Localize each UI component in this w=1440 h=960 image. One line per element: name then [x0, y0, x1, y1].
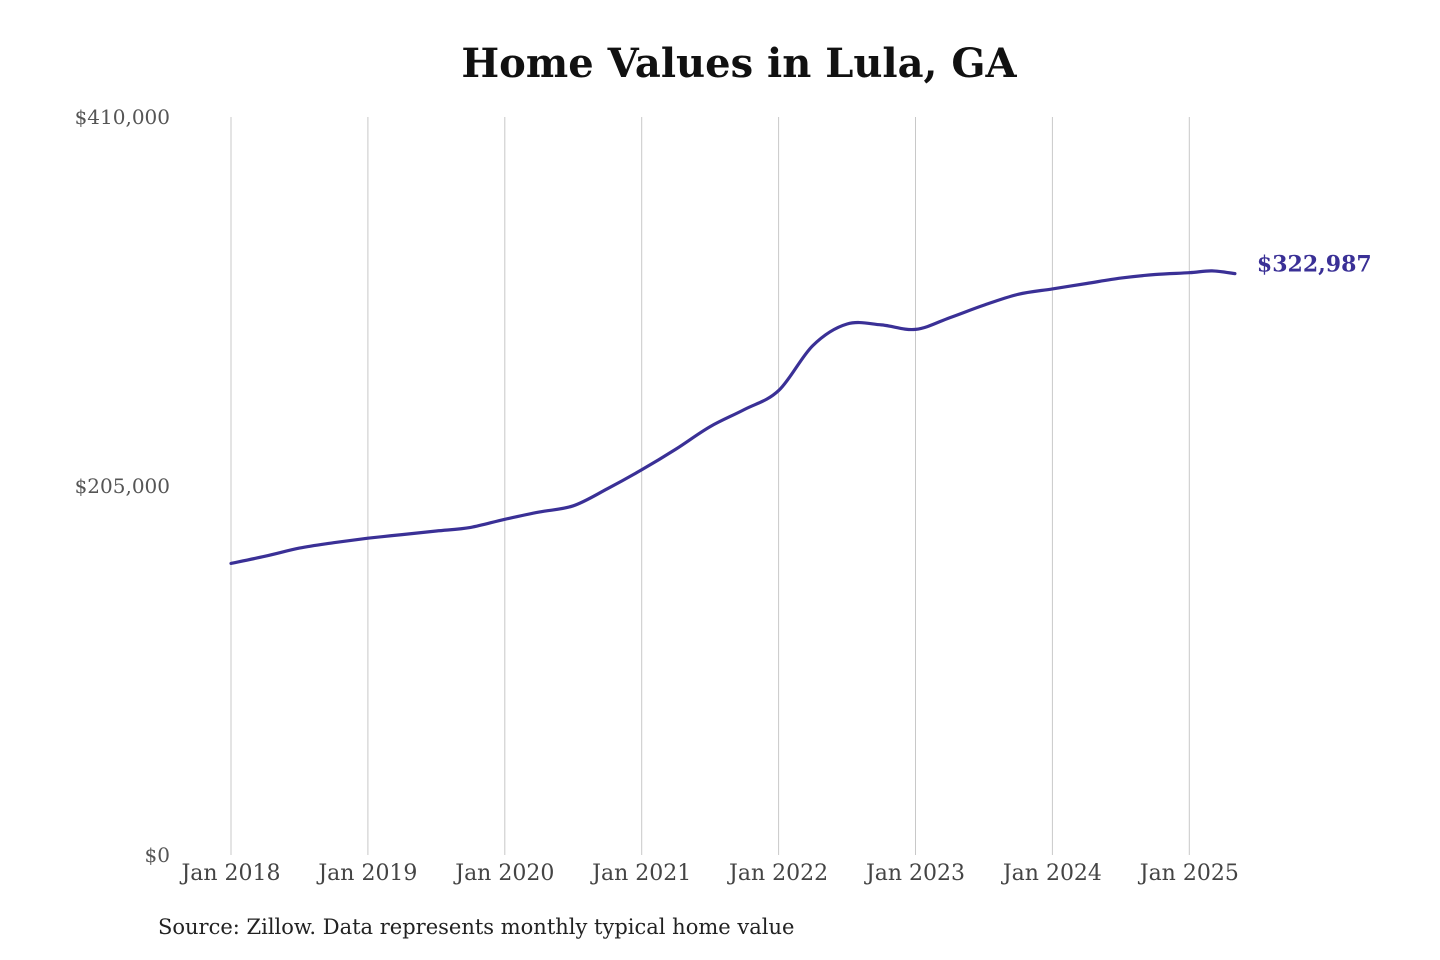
- end-value-label: $322,987: [1257, 252, 1372, 278]
- y-axis-tick-labels: $0 $205,000 $410,000: [75, 105, 170, 867]
- x-tick-label: Jan 2019: [316, 861, 417, 886]
- chart-title: Home Values in Lula, GA: [461, 40, 1017, 87]
- gridlines: [230, 117, 1190, 855]
- x-tick-label: Jan 2020: [453, 861, 554, 886]
- series-lines: [229, 269, 1237, 565]
- data-labels: $322,987: [1257, 252, 1372, 278]
- source-note: Source: Zillow. Data represents monthly …: [158, 915, 795, 939]
- y-tick-label: $205,000: [75, 474, 170, 498]
- x-tick-label: Jan 2022: [727, 861, 828, 886]
- x-tick-label: Jan 2023: [864, 861, 965, 886]
- y-tick-label: $410,000: [75, 105, 170, 129]
- x-tick-label: Jan 2018: [179, 861, 280, 886]
- x-tick-label: Jan 2025: [1138, 861, 1239, 886]
- x-axis-tick-labels: Jan 2018 Jan 2019 Jan 2020 Jan 2021 Jan 2022…: [179, 861, 1238, 886]
- x-tick-label: Jan 2021: [590, 861, 691, 886]
- y-tick-label: $0: [145, 843, 170, 867]
- series-line-0: [229, 269, 1237, 565]
- x-tick-label: Jan 2024: [1001, 861, 1102, 886]
